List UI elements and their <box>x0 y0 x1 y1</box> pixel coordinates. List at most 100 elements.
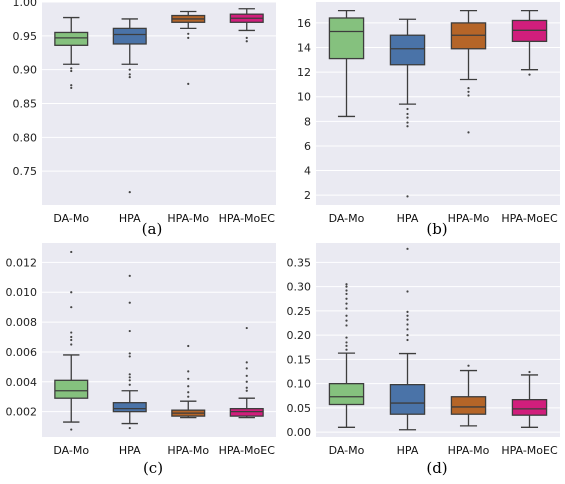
box-iqr <box>328 17 365 60</box>
y-tick-label: 0.75 <box>13 165 38 178</box>
y-tick-label: 0.95 <box>13 30 38 43</box>
box-da-mo <box>328 283 365 428</box>
outlier-point <box>467 87 470 90</box>
x-tick-label: DA-Mo <box>329 444 365 457</box>
outlier-point <box>128 274 131 277</box>
outlier-point <box>406 310 409 313</box>
box-hpa <box>389 247 426 431</box>
outlier-point <box>345 324 348 327</box>
outlier-point <box>345 283 348 286</box>
outlier-point <box>245 40 248 43</box>
box-hpa-mo <box>450 364 487 427</box>
box-iqr <box>112 27 147 45</box>
outlier-point <box>187 385 190 388</box>
outlier-point <box>187 377 190 380</box>
panel-label: (a) <box>142 220 163 238</box>
outlier-point <box>128 373 131 376</box>
outlier-point <box>467 94 470 97</box>
x-tick-label: HPA <box>119 212 141 225</box>
outlier-point <box>70 335 73 339</box>
outlier-point <box>345 307 348 310</box>
box-hpa-moec <box>229 326 264 419</box>
y-tick-label: 12 <box>297 66 311 79</box>
outlier-point <box>406 314 409 317</box>
outlier-point <box>70 86 73 90</box>
outlier-point <box>245 386 248 389</box>
panel-4: 0.00 0.05 0.10 0.15 0.20 0.25 0.30 0.35 DA-Mo HPA… <box>287 243 560 477</box>
outlier-point <box>406 328 409 331</box>
box-hpa <box>112 18 147 194</box>
outlier-point <box>345 319 348 322</box>
outlier-point <box>70 69 73 73</box>
outlier-point <box>70 306 73 309</box>
outlier-point <box>187 82 190 85</box>
y-tick-label: 0.15 <box>287 353 312 366</box>
outlier-point <box>70 338 73 342</box>
x-tick-label: HPA-Mo <box>167 212 209 225</box>
y-tick-label: 0.010 <box>6 286 38 299</box>
box-iqr <box>389 34 426 66</box>
outlier-point <box>345 297 348 300</box>
outlier-point <box>187 32 190 35</box>
outlier-point <box>128 376 131 379</box>
outlier-point <box>128 191 131 194</box>
outlier-point <box>70 331 73 334</box>
outlier-point <box>406 334 409 337</box>
outlier-point <box>245 380 248 383</box>
box-hpa-mo <box>450 9 487 134</box>
outlier-point <box>528 370 531 374</box>
outlier-point <box>467 90 470 93</box>
y-tick-label: 0.05 <box>287 402 312 415</box>
box-da-mo <box>54 250 89 431</box>
outlier-point <box>70 84 73 87</box>
panel-label: (b) <box>426 220 447 238</box>
outlier-point <box>467 364 470 367</box>
outlier-point <box>128 379 131 382</box>
x-tick-label: DA-Mo <box>53 444 89 457</box>
outlier-point <box>245 389 248 392</box>
outlier-point <box>128 76 131 79</box>
outlier-point <box>345 344 348 347</box>
y-tick-label: 0.002 <box>6 406 38 419</box>
y-tick-label: 0.004 <box>6 376 38 389</box>
box-iqr <box>112 402 147 413</box>
outlier-point <box>70 291 73 294</box>
outlier-point <box>345 336 348 339</box>
x-tick-label: HPA-MoEC <box>219 212 276 225</box>
y-tick-label: 0.006 <box>6 346 38 359</box>
outlier-point <box>406 116 409 119</box>
outlier-point <box>128 73 131 76</box>
y-tick-label: 2 <box>304 189 311 202</box>
y-tick-label: 0.20 <box>287 329 312 342</box>
outlier-point <box>128 329 131 333</box>
box-iqr <box>54 31 89 46</box>
y-tick-label: 0.35 <box>287 256 312 269</box>
x-tick-label: HPA <box>397 212 419 225</box>
y-tick-label: 0.90 <box>13 64 38 77</box>
outlier-point <box>70 250 73 254</box>
plot-area <box>42 243 276 437</box>
y-tick-label: 10 <box>297 91 311 104</box>
outlier-point <box>128 426 131 430</box>
outlier-point <box>128 301 131 304</box>
outlier-point <box>128 352 131 355</box>
panel-label: (d) <box>426 459 447 477</box>
y-tick-label: 14 <box>297 42 311 55</box>
y-tick-label: 0.85 <box>13 98 38 111</box>
x-tick-label: HPA-MoEC <box>501 212 558 225</box>
box-iqr <box>450 396 487 415</box>
x-tick-label: HPA-Mo <box>167 444 209 457</box>
box-hpa-moec <box>511 370 548 428</box>
outlier-point <box>406 107 409 111</box>
y-tick-label: 0.80 <box>13 131 38 144</box>
outlier-point <box>406 338 409 342</box>
outlier-point <box>70 428 73 431</box>
x-tick-label: HPA <box>119 444 141 457</box>
box-hpa-moec <box>511 9 548 76</box>
box-iqr <box>328 382 365 406</box>
outlier-point <box>345 302 348 305</box>
y-tick-label: 8 <box>304 115 311 128</box>
x-tick-label: HPA <box>397 444 419 457</box>
y-tick-label: 16 <box>297 17 311 30</box>
outlier-point <box>406 112 409 116</box>
